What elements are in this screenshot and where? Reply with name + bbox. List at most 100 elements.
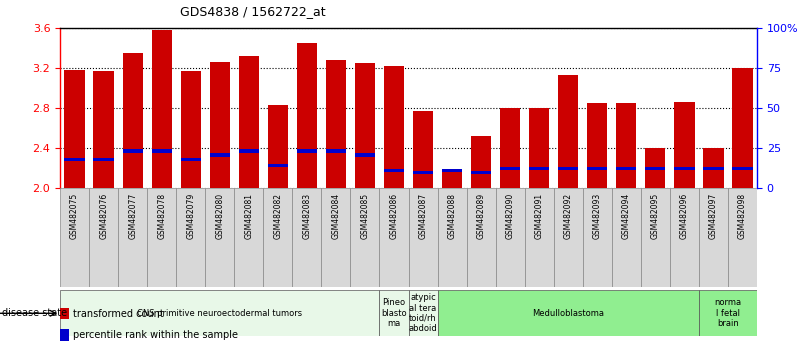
Text: Medulloblastoma: Medulloblastoma [532,309,604,318]
FancyBboxPatch shape [582,188,612,287]
Bar [64,158,85,161]
Bar [471,171,491,175]
Text: CNS primitive neuroectodermal tumors: CNS primitive neuroectodermal tumors [137,309,302,318]
Bar [180,158,201,161]
Bar [239,149,259,153]
Bar [413,171,433,175]
Bar [210,62,230,188]
Bar [442,169,462,172]
Bar [268,105,288,188]
Text: GSM482094: GSM482094 [622,193,630,239]
Bar [616,167,637,170]
Bar [703,167,723,170]
Bar [587,103,607,188]
Text: GSM482098: GSM482098 [738,193,747,239]
Text: GSM482088: GSM482088 [448,193,457,239]
Bar [326,60,346,188]
Bar [64,70,85,188]
FancyBboxPatch shape [60,290,380,336]
Bar [60,329,69,341]
Bar [471,136,491,188]
FancyBboxPatch shape [264,188,292,287]
Text: GSM482093: GSM482093 [593,193,602,239]
Text: GSM482091: GSM482091 [535,193,544,239]
Bar [326,149,346,153]
Text: GDS4838 / 1562722_at: GDS4838 / 1562722_at [180,5,326,18]
FancyBboxPatch shape [409,290,437,336]
Text: GSM482076: GSM482076 [99,193,108,239]
Bar [529,108,549,188]
Text: GSM482090: GSM482090 [505,193,514,239]
FancyBboxPatch shape [553,188,582,287]
FancyBboxPatch shape [437,290,698,336]
Text: GSM482081: GSM482081 [244,193,253,239]
FancyBboxPatch shape [118,188,147,287]
Text: GSM482080: GSM482080 [215,193,224,239]
Bar [645,148,666,188]
Bar [558,75,578,188]
FancyBboxPatch shape [350,188,380,287]
FancyBboxPatch shape [496,188,525,287]
Bar [500,108,521,188]
Text: percentile rank within the sample: percentile rank within the sample [73,330,238,340]
Text: GSM482086: GSM482086 [389,193,398,239]
Bar [151,30,172,188]
FancyBboxPatch shape [670,188,698,287]
FancyBboxPatch shape [409,188,437,287]
Text: norma
l fetal
brain: norma l fetal brain [714,298,742,328]
Text: GSM482095: GSM482095 [651,193,660,239]
Bar [123,53,143,188]
Text: atypic
al tera
toid/rh
abdoid: atypic al tera toid/rh abdoid [409,293,437,333]
FancyBboxPatch shape [89,188,118,287]
Bar [732,167,753,170]
Text: GSM482092: GSM482092 [564,193,573,239]
Bar [732,68,753,188]
Bar [384,66,405,188]
Bar [500,167,521,170]
Bar [587,167,607,170]
FancyBboxPatch shape [612,188,641,287]
Text: GSM482078: GSM482078 [157,193,166,239]
Bar [645,167,666,170]
FancyBboxPatch shape [698,188,728,287]
Text: transformed count: transformed count [73,309,163,319]
FancyBboxPatch shape [728,188,757,287]
FancyBboxPatch shape [641,188,670,287]
Bar [151,149,172,153]
FancyBboxPatch shape [147,188,176,287]
FancyBboxPatch shape [380,290,409,336]
Text: GSM482097: GSM482097 [709,193,718,239]
Text: GSM482083: GSM482083 [303,193,312,239]
Text: GSM482082: GSM482082 [273,193,282,239]
Bar [210,153,230,156]
Bar [94,158,114,161]
Bar [355,63,375,188]
Text: GSM482089: GSM482089 [477,193,485,239]
FancyBboxPatch shape [176,188,205,287]
Bar [703,148,723,188]
Text: GSM482084: GSM482084 [332,193,340,239]
Bar [123,149,143,153]
FancyBboxPatch shape [205,188,234,287]
Bar [616,103,637,188]
Bar [384,169,405,172]
Bar [442,171,462,188]
Text: GSM482087: GSM482087 [419,193,428,239]
Text: GSM482096: GSM482096 [680,193,689,239]
Text: GSM482085: GSM482085 [360,193,369,239]
FancyBboxPatch shape [698,290,757,336]
Bar [296,149,317,153]
FancyBboxPatch shape [60,188,89,287]
FancyBboxPatch shape [437,188,466,287]
Bar [296,43,317,188]
Text: GSM482079: GSM482079 [187,193,195,239]
FancyBboxPatch shape [380,188,409,287]
FancyBboxPatch shape [466,188,496,287]
Bar [60,308,69,319]
Bar [355,153,375,156]
Bar [674,102,694,188]
Bar [268,164,288,167]
Text: Pineo
blasto
ma: Pineo blasto ma [381,298,407,328]
Bar [529,167,549,170]
Bar [180,71,201,188]
